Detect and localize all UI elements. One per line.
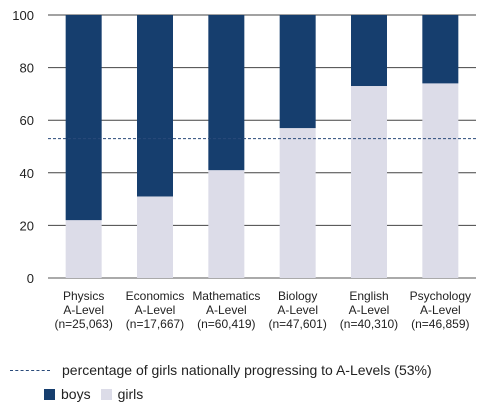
y-tick-label: 40	[20, 166, 34, 181]
x-tick-label: Mathematics A-Level (n=60,419)	[192, 289, 260, 331]
legend-swatch-boys	[44, 388, 55, 400]
bar-girls	[65, 220, 102, 278]
series-legend: boys girls	[44, 386, 153, 402]
legend-label-girls: girls	[117, 386, 144, 402]
y-tick-label: 60	[20, 113, 34, 128]
reference-line-legend-label: percentage of girls nationally progressi…	[62, 362, 432, 378]
bar-girls	[422, 83, 459, 278]
legend-label-boys: boys	[61, 386, 91, 402]
x-tick-label: Biology A-Level (n=47,601)	[268, 289, 326, 331]
bars	[65, 15, 459, 278]
x-tick-label: English A-Level (n=40,310)	[340, 289, 398, 331]
y-tick-label: 0	[27, 271, 34, 286]
bar-girls	[208, 170, 245, 278]
y-tick-label: 80	[20, 61, 34, 76]
y-tick-label: 100	[12, 8, 34, 23]
legend-item-girls: girls	[100, 386, 144, 402]
bar-boys	[351, 15, 387, 87]
bar-boys	[422, 15, 459, 84]
bar-boys	[208, 15, 245, 171]
reference-line-legend: percentage of girls nationally progressi…	[10, 362, 432, 378]
legend-item-boys: boys	[44, 386, 91, 402]
grid-lines	[48, 14, 476, 279]
bar-boys	[65, 15, 102, 221]
x-axis: Physics A-Level (n=25,063) Economics A-Level…	[54, 289, 471, 331]
y-tick-label: 20	[20, 218, 34, 233]
dashed-line-swatch	[10, 369, 50, 371]
legend-swatch-girls	[100, 388, 112, 400]
x-tick-label: Physics A-Level (n=25,063)	[54, 289, 112, 331]
y-axis: 0 20 40 60 80 100	[12, 8, 34, 286]
bar-girls	[279, 128, 316, 278]
bar-boys	[137, 15, 173, 197]
bar-girls	[137, 196, 173, 278]
bar-boys	[279, 15, 316, 129]
x-tick-label: Economics A-Level (n=17,667)	[126, 289, 185, 331]
x-tick-label: Psychology A-Level (n=46,859)	[410, 289, 471, 331]
bar-girls	[351, 86, 387, 278]
chart: 0 20 40 60 80 100 Physics A-Level (n=25,063) Eco…	[12, 8, 476, 331]
